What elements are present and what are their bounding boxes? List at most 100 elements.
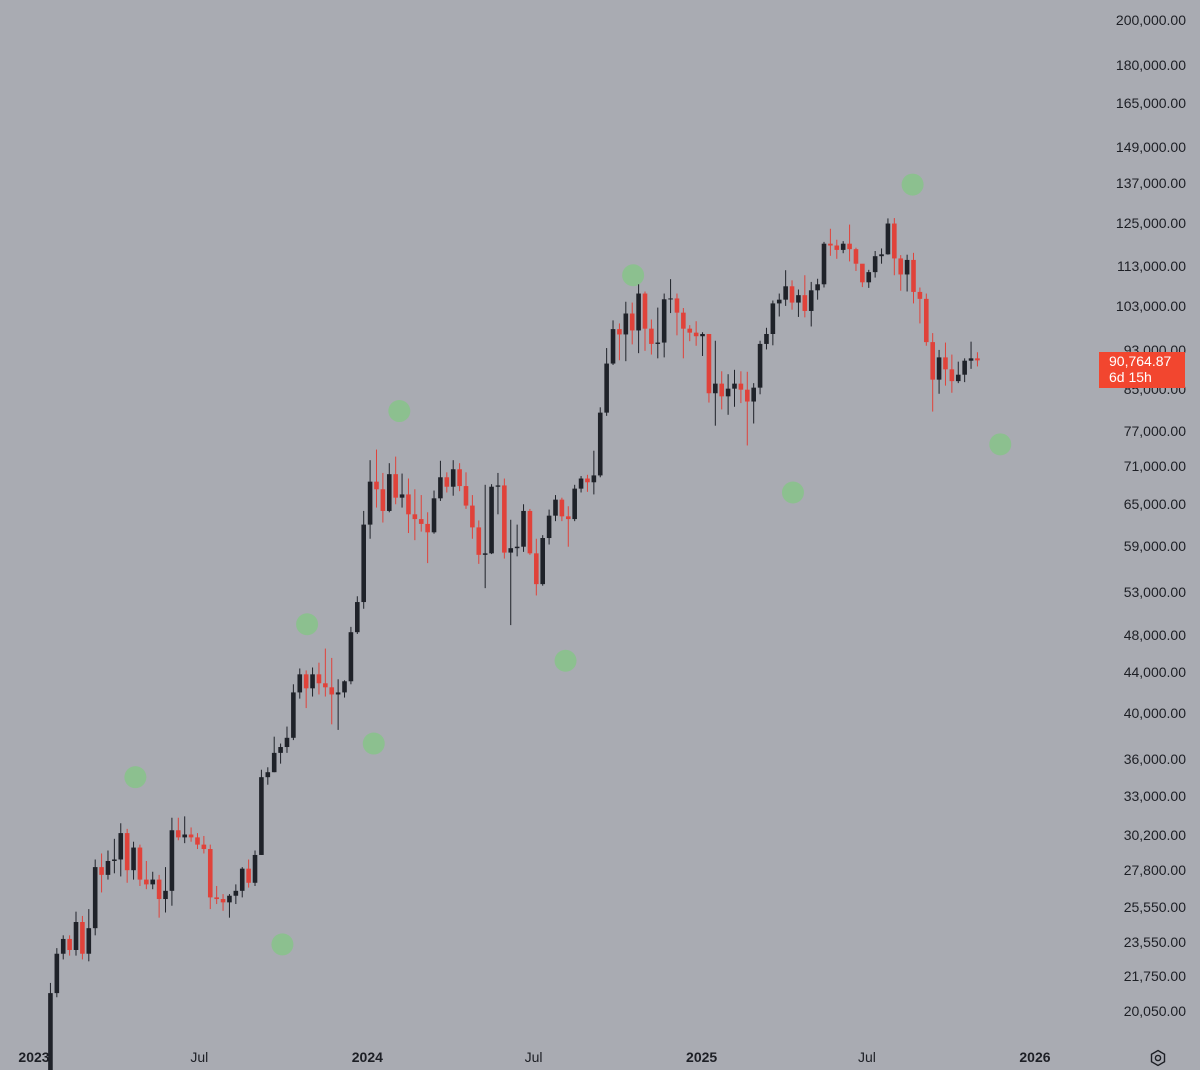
candle — [540, 535, 546, 586]
candle — [962, 358, 967, 383]
price-tick-label: 65,000.00 — [1123, 496, 1186, 513]
candle — [668, 279, 673, 314]
candle-body — [214, 897, 219, 900]
candle — [623, 301, 629, 362]
candle-body — [770, 303, 776, 334]
candle — [150, 871, 156, 890]
candle-body — [904, 259, 910, 275]
candle — [610, 320, 616, 365]
candle-body — [425, 523, 430, 533]
price-tick-label: 40,000.00 — [1123, 705, 1186, 722]
candle — [553, 495, 558, 522]
candle — [188, 827, 194, 842]
candle-body — [930, 342, 935, 380]
candle — [732, 369, 737, 407]
candle-body — [872, 256, 878, 273]
candle-body — [866, 272, 872, 283]
candle — [674, 293, 680, 336]
candle — [393, 456, 398, 505]
candle — [892, 218, 897, 276]
candle-body — [559, 499, 565, 517]
settings-gear-icon[interactable] — [1149, 1049, 1167, 1067]
last-price-label: 90,764.87 6d 15h — [1099, 352, 1185, 388]
candle — [943, 342, 948, 386]
candle-body — [534, 553, 539, 585]
candle-body — [495, 485, 501, 487]
price-tick-label: 23,550.00 — [1123, 933, 1186, 950]
candle — [105, 850, 111, 880]
candle — [476, 520, 482, 564]
candle-body — [310, 674, 315, 689]
candle-body — [144, 879, 149, 885]
candle-body — [92, 867, 98, 929]
candle-body — [821, 243, 827, 285]
candle — [930, 333, 935, 412]
candle — [425, 512, 430, 564]
candle — [808, 281, 814, 327]
price-tick-label: 77,000.00 — [1123, 423, 1186, 440]
candle-body — [112, 859, 117, 861]
candle — [278, 743, 283, 764]
price-tick-label: 103,000.00 — [1115, 297, 1186, 314]
candle-body — [661, 299, 667, 343]
candle — [380, 472, 386, 523]
candle-body — [150, 879, 156, 885]
highlight-marker — [781, 481, 804, 504]
candle-body — [418, 519, 424, 524]
candle-body — [118, 833, 124, 860]
candle-body — [776, 299, 782, 304]
candle — [706, 333, 712, 403]
candle-body — [578, 478, 584, 489]
candle-body — [962, 360, 967, 375]
candle — [821, 241, 827, 288]
candle — [917, 287, 923, 324]
candle — [853, 247, 859, 271]
highlight-marker — [901, 173, 924, 196]
candle — [201, 835, 207, 854]
candle-body — [406, 494, 411, 515]
candle — [655, 307, 661, 359]
candle — [406, 478, 411, 534]
candle-body — [252, 854, 258, 883]
candle-body — [367, 481, 373, 525]
candle-body — [380, 489, 386, 511]
candle — [796, 289, 801, 317]
candle-body — [610, 329, 616, 364]
candle — [131, 841, 136, 880]
candle — [725, 374, 731, 415]
candle — [521, 504, 526, 552]
candle-body — [936, 357, 942, 380]
candle-body — [284, 737, 290, 748]
candle — [386, 463, 392, 513]
candle-body — [176, 830, 181, 838]
candle-body — [48, 993, 53, 1070]
candle — [860, 263, 865, 288]
candle — [418, 495, 424, 532]
candle-body — [885, 223, 891, 255]
time-tick-label: 2023 — [18, 1049, 50, 1065]
candle-body — [655, 342, 661, 344]
candle-body — [540, 538, 546, 585]
candle-body — [860, 263, 865, 283]
candle — [789, 280, 795, 310]
candle — [687, 325, 693, 342]
candle — [239, 867, 245, 898]
candle — [719, 371, 725, 410]
candle-body — [923, 298, 929, 343]
candle — [757, 340, 763, 395]
candle — [342, 680, 347, 698]
candle — [259, 769, 264, 855]
candle — [591, 450, 597, 495]
candle-body — [131, 847, 136, 871]
candle-body — [195, 837, 200, 845]
candle-body — [124, 833, 130, 871]
highlight-marker — [989, 433, 1012, 456]
candle — [310, 667, 315, 697]
candle — [163, 867, 168, 913]
candle-body — [463, 486, 469, 506]
bar-countdown: 6d 15h — [1109, 369, 1152, 385]
candle — [54, 948, 60, 998]
candle-body — [783, 286, 788, 300]
